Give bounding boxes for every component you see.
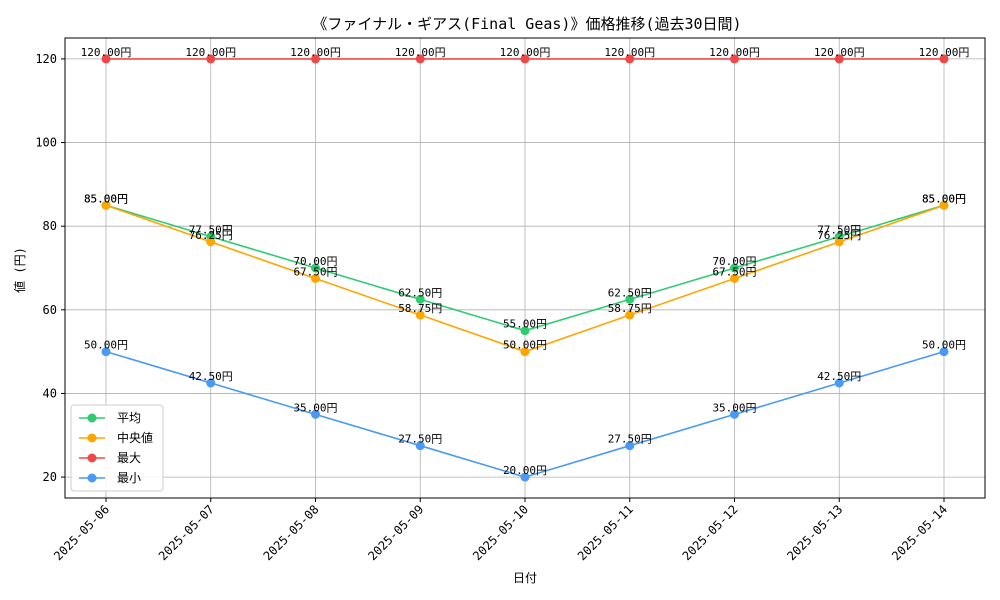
chart-title: 《ファイナル・ギアス(Final Geas)》価格推移(過去30日間): [312, 15, 741, 33]
data-point: [625, 441, 635, 451]
data-label: 77.50円: [189, 224, 233, 237]
data-point: [311, 273, 320, 283]
data-label: 120.00円: [290, 46, 341, 59]
data-label: 70.00円: [712, 255, 756, 268]
data-label: 76.25円: [817, 229, 861, 242]
data-label: 76.25円: [189, 229, 233, 242]
data-point: [520, 347, 530, 357]
data-point: [311, 263, 320, 273]
data-label: 50.00円: [84, 339, 128, 352]
data-point: [939, 347, 949, 357]
grid: [65, 38, 985, 498]
data-point: [415, 310, 425, 320]
x-axis-label: 日付: [513, 571, 537, 585]
data-point: [939, 200, 949, 210]
data-point: [834, 237, 844, 247]
data-label: 35.00円: [712, 401, 756, 414]
data-point: [939, 54, 949, 64]
y-axis-label: 値 (円): [12, 247, 27, 293]
y-tick-label: 20: [43, 470, 57, 484]
data-point: [520, 54, 530, 64]
data-label: 120.00円: [81, 46, 132, 59]
legend-marker: [87, 473, 97, 483]
data-label: 120.00円: [395, 46, 446, 59]
data-label: 85.00円: [922, 192, 966, 205]
data-label: 120.00円: [814, 46, 865, 59]
legend-label: 最小: [117, 471, 141, 485]
data-label: 62.50円: [398, 286, 442, 299]
y-tick-label: 60: [43, 303, 57, 317]
data-label: 58.75円: [608, 302, 652, 315]
y-tick-label: 100: [35, 136, 57, 150]
data-labels: 85.00円 77.50円 70.00円 62.50円 55.00円 62.50円 70.0…: [81, 46, 970, 477]
legend-label: 中央値: [117, 430, 153, 445]
y-tick-label: 40: [43, 386, 57, 400]
data-label: 20.00円: [503, 464, 547, 477]
data-point: [311, 54, 320, 64]
data-point: [101, 347, 111, 357]
data-label: 120.00円: [500, 46, 551, 59]
series-group: [101, 54, 949, 482]
data-label: 27.50円: [398, 433, 442, 446]
data-point: [415, 441, 425, 451]
data-point: [730, 263, 739, 273]
data-label: 120.00円: [185, 46, 236, 59]
data-label: 50.00円: [503, 339, 547, 352]
data-label: 35.00円: [293, 401, 337, 414]
data-label: 55.00円: [503, 318, 547, 331]
data-point: [625, 310, 635, 320]
legend-marker: [87, 433, 97, 443]
data-point: [311, 409, 320, 419]
data-label: 120.00円: [604, 46, 655, 59]
data-label: 85.00円: [922, 192, 966, 205]
data-label: 85.00円: [84, 192, 128, 205]
data-point: [834, 54, 844, 64]
data-point: [206, 237, 216, 247]
data-label: 67.50円: [293, 265, 337, 278]
data-label: 120.00円: [709, 46, 760, 59]
data-label: 27.50円: [608, 433, 652, 446]
data-label: 42.50円: [189, 370, 233, 383]
data-label: 58.75円: [398, 302, 442, 315]
data-label: 77.50円: [817, 224, 861, 237]
data-point: [834, 378, 844, 388]
data-point: [415, 294, 425, 304]
data-point: [730, 273, 739, 283]
data-point: [415, 54, 425, 64]
data-point: [625, 54, 635, 64]
data-point: [101, 200, 111, 210]
data-point: [101, 54, 111, 64]
legend-marker: [87, 453, 97, 463]
data-point: [206, 54, 216, 64]
legend-marker: [87, 413, 97, 423]
data-point: [730, 409, 739, 419]
data-label: 85.00円: [84, 192, 128, 205]
legend-label: 平均: [117, 411, 141, 425]
data-point: [730, 54, 739, 64]
data-label: 120.00円: [919, 46, 970, 59]
data-point: [520, 472, 530, 482]
y-tick-label: 80: [43, 219, 57, 233]
data-point: [520, 326, 530, 336]
data-label: 42.50円: [817, 370, 861, 383]
data-label: 62.50円: [608, 286, 652, 299]
data-label: 70.00円: [293, 255, 337, 268]
data-label: 50.00円: [922, 339, 966, 352]
y-tick-label: 120: [35, 52, 57, 66]
legend-box: [70, 404, 164, 492]
data-point: [206, 378, 216, 388]
data-point: [625, 294, 635, 304]
legend-label: 最大: [117, 451, 141, 465]
data-label: 67.50円: [712, 265, 756, 278]
